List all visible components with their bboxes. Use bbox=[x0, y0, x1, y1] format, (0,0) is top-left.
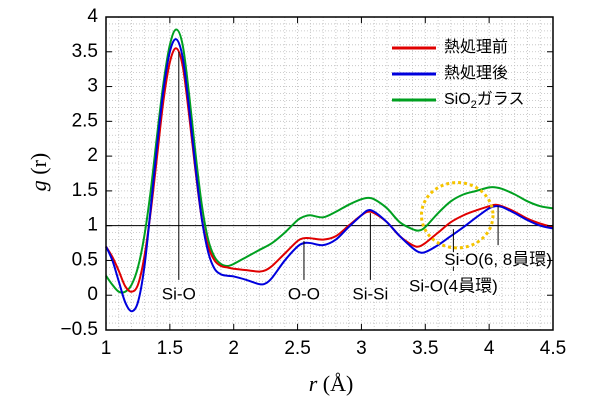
y-axis-unit: (r) bbox=[26, 153, 51, 175]
x-tick-label: 2.5 bbox=[284, 338, 310, 359]
x-tick-label: 4 bbox=[484, 338, 495, 359]
x-tick-label: 3 bbox=[356, 338, 367, 359]
y-tick-label: 2 bbox=[87, 145, 98, 166]
x-axis-unit: (Å) bbox=[323, 371, 354, 396]
y-axis-var: g bbox=[26, 180, 51, 191]
y-tick-label: 1 bbox=[87, 215, 98, 236]
y-tick-label: 2.5 bbox=[72, 110, 98, 131]
legend-label: SiO2ガラス bbox=[444, 90, 524, 111]
y-tick-label: 1.5 bbox=[72, 180, 98, 201]
y-tick-label: 0 bbox=[87, 284, 98, 305]
x-tick-label: 4.5 bbox=[540, 338, 566, 359]
series-line-2 bbox=[105, 28, 554, 294]
annotation-label: Si-Si bbox=[352, 285, 388, 304]
x-tick-label: 1 bbox=[101, 338, 112, 359]
y-axis-title: g (r) bbox=[26, 153, 51, 191]
series-line-1 bbox=[105, 38, 554, 313]
grid bbox=[105, 16, 554, 331]
annotations: Si-O O-O Si-Si Si-O(4員環) Si-O(6, 8員環) bbox=[160, 51, 554, 306]
highlight-circle-shape bbox=[419, 181, 495, 250]
x-tick-label: 1.5 bbox=[157, 338, 183, 359]
plot-border bbox=[105, 16, 554, 331]
series-line-0 bbox=[105, 47, 554, 293]
y-tick-label: 0.5 bbox=[72, 249, 98, 270]
series-lines bbox=[105, 28, 554, 313]
y-tick-labels: −0.5 0 0.5 1 1.5 2 2.5 3 3.5 4 bbox=[60, 6, 98, 340]
annotation-label: Si-O(4員環) bbox=[409, 276, 498, 295]
highlight-circle bbox=[419, 181, 495, 250]
annotation-label: O-O bbox=[288, 285, 320, 304]
plot-frame bbox=[105, 16, 554, 331]
x-axis-title: r (Å) bbox=[309, 371, 354, 396]
x-axis-var: r bbox=[309, 371, 318, 396]
annotation-label: Si-O(6, 8員環) bbox=[444, 250, 552, 269]
x-tick-label: 2 bbox=[228, 338, 239, 359]
legend-label: 熱処理前 bbox=[444, 38, 508, 56]
legend-label: 熱処理後 bbox=[444, 64, 508, 82]
y-tick-label: 3.5 bbox=[72, 41, 98, 62]
y-tick-label: 3 bbox=[87, 76, 98, 97]
annotation-label: Si-O bbox=[162, 285, 196, 304]
y-tick-label: 4 bbox=[87, 6, 98, 27]
y-tick-label: −0.5 bbox=[60, 319, 98, 340]
x-tick-labels: 1 1.5 2 2.5 3 3.5 4 4.5 bbox=[101, 338, 567, 359]
x-tick-label: 3.5 bbox=[412, 338, 438, 359]
